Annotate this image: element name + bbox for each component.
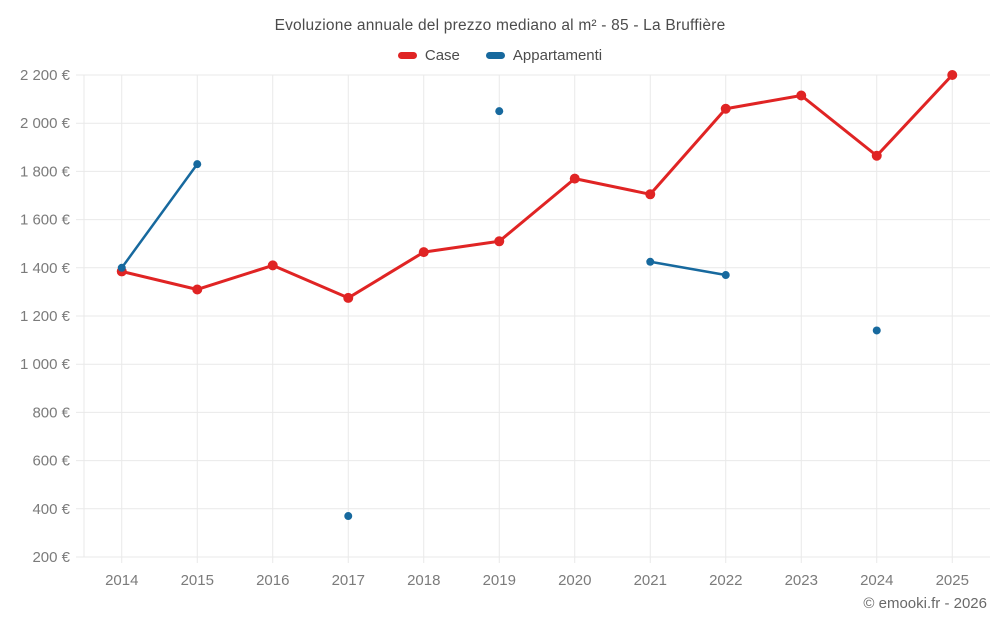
- legend-item-case[interactable]: Case: [397, 47, 460, 64]
- data-point-appartamenti-2017: [344, 512, 353, 521]
- series-line-appartamenti: [649, 260, 727, 277]
- x-axis-tick-label: 2019: [483, 572, 516, 589]
- legend-item-appartamenti[interactable]: Appartamenti: [485, 47, 603, 64]
- legend-label-case: Case: [424, 47, 460, 64]
- data-point-case-2016: [267, 260, 278, 271]
- y-axis-tick-label: 2 200 €: [20, 67, 71, 84]
- data-point-case-2021: [645, 189, 656, 200]
- data-point-case-2017: [343, 292, 354, 303]
- data-point-appartamenti-2024: [872, 326, 881, 335]
- x-axis-tick-label: 2021: [634, 572, 667, 589]
- x-axis-tick-label: 2017: [332, 572, 365, 589]
- y-axis-tick-label: 2 000 €: [20, 115, 71, 132]
- data-point-case-2023: [796, 90, 807, 101]
- x-axis-tick-label: 2018: [407, 572, 440, 589]
- y-axis-tick-label: 800 €: [32, 404, 70, 421]
- x-axis-tick-label: 2024: [860, 572, 893, 589]
- y-axis-tick-label: 600 €: [32, 453, 70, 470]
- chart-title: Evoluzione annuale del prezzo mediano al…: [274, 17, 726, 34]
- series-line-appartamenti: [120, 162, 199, 270]
- x-axis-tick-label: 2016: [256, 572, 289, 589]
- data-point-case-2015: [192, 284, 203, 295]
- y-axis-tick-label: 1 000 €: [20, 356, 71, 373]
- data-point-appartamenti-2022: [721, 271, 730, 280]
- y-axis-tick-label: 400 €: [32, 501, 70, 518]
- appartamenti-series-swatch-icon: [485, 52, 505, 59]
- data-point-case-2024: [871, 150, 882, 161]
- data-point-case-2022: [720, 103, 731, 114]
- data-point-appartamenti-2014: [117, 263, 126, 272]
- footer-credit: © emooki.fr - 2026: [863, 595, 987, 612]
- data-point-case-2018: [418, 247, 429, 258]
- x-axis-tick-label: 2025: [936, 572, 969, 589]
- data-point-appartamenti-2021: [646, 257, 655, 266]
- y-axis-tick-label: 1 800 €: [20, 163, 71, 180]
- chart-legend: Case Appartamenti: [0, 47, 1000, 64]
- data-point-appartamenti-2019: [495, 107, 504, 116]
- y-axis-tick-label: 1 600 €: [20, 212, 71, 229]
- x-axis-tick-label: 2020: [558, 572, 591, 589]
- x-axis-tick-label: 2015: [181, 572, 214, 589]
- x-axis-tick-label: 2023: [785, 572, 818, 589]
- series-line-case: [120, 73, 954, 300]
- x-axis-tick-label: 2022: [709, 572, 742, 589]
- data-point-appartamenti-2015: [193, 160, 202, 169]
- data-point-case-2019: [494, 236, 505, 247]
- data-point-case-2025: [947, 70, 958, 80]
- y-axis-tick-label: 1 400 €: [20, 260, 71, 277]
- case-series-swatch-icon: [397, 52, 417, 59]
- x-axis-tick-label: 2014: [105, 572, 138, 589]
- legend-label-appartamenti: Appartamenti: [512, 47, 603, 64]
- data-point-case-2020: [569, 173, 580, 184]
- y-axis-tick-label: 1 200 €: [20, 308, 71, 325]
- y-axis-tick-label: 200 €: [32, 549, 70, 566]
